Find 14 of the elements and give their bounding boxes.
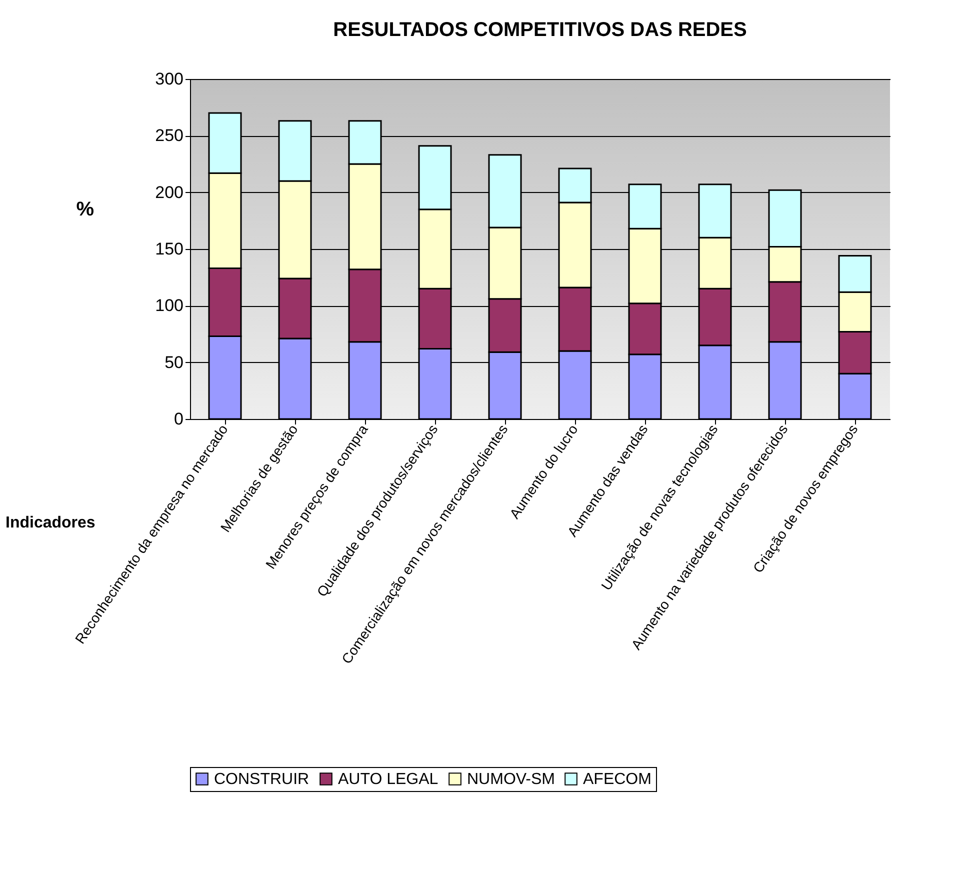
- y-tick-label: 0: [174, 410, 184, 428]
- y-tick-label: 300: [155, 70, 184, 88]
- y-tick-label: 200: [155, 182, 184, 202]
- y-tick-label: 50: [164, 352, 184, 372]
- legend-label: CONSTRUIR: [214, 771, 310, 788]
- y-tick-label: 150: [155, 240, 184, 258]
- y-axis-title: %: [76, 198, 94, 220]
- x-axis-title: Indicadores: [6, 514, 96, 532]
- y-tick-label: 100: [155, 296, 184, 316]
- legend-label: AUTO LEGAL: [338, 771, 438, 788]
- legend-label: NUMOV-SM: [467, 771, 555, 788]
- y-tick-label: 250: [155, 126, 184, 146]
- legend-label: AFECOM: [583, 771, 652, 788]
- chart-title: RESULTADOS COMPETITIVOS DAS REDES: [333, 19, 747, 41]
